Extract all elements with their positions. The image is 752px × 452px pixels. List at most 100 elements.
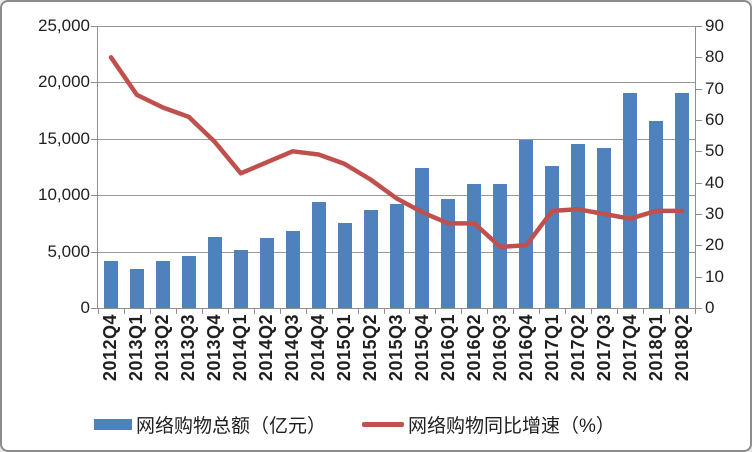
bar bbox=[311, 201, 326, 308]
x-axis-label-text: 2014Q3 bbox=[282, 314, 303, 382]
x-axis-label: 2014Q1 bbox=[228, 314, 254, 406]
y-axis-label-left: 0 bbox=[80, 298, 90, 317]
x-axis-tick bbox=[149, 308, 151, 314]
x-axis-label-text: 2013Q1 bbox=[126, 314, 147, 382]
x-axis-tick bbox=[591, 308, 593, 314]
right-axis-tick bbox=[696, 88, 702, 90]
right-axis-tick bbox=[696, 57, 702, 59]
legend-item-bar-series: 网络购物总额（亿元） bbox=[94, 411, 326, 438]
right-axis-tick bbox=[696, 276, 702, 278]
bar bbox=[129, 268, 144, 308]
x-axis-label: 2013Q2 bbox=[150, 314, 176, 406]
x-axis-tick bbox=[357, 308, 359, 314]
y-axis-label-right: 50 bbox=[705, 141, 724, 161]
x-axis-label: 2017Q1 bbox=[539, 314, 565, 406]
x-axis-label: 2015Q2 bbox=[358, 314, 384, 406]
bar bbox=[415, 168, 430, 308]
bar bbox=[545, 165, 560, 308]
y-axis-label-right: 10 bbox=[705, 266, 724, 286]
x-axis-label-text: 2018Q1 bbox=[645, 314, 666, 382]
x-axis-label-text: 2014Q4 bbox=[308, 314, 329, 382]
legend: 网络购物总额（亿元） 网络购物同比增速（%） bbox=[94, 406, 615, 442]
y-axis-label-left: 10,000 bbox=[38, 185, 90, 205]
x-axis-line bbox=[97, 308, 696, 309]
x-axis-label-text: 2015Q2 bbox=[360, 314, 381, 382]
bar bbox=[207, 236, 222, 308]
left-axis-tick bbox=[91, 82, 97, 84]
x-axis-label-text: 2013Q2 bbox=[152, 314, 173, 382]
x-axis-label: 2017Q3 bbox=[591, 314, 617, 406]
bar bbox=[519, 139, 534, 308]
x-axis-label-text: 2015Q3 bbox=[385, 314, 406, 382]
x-axis-tick bbox=[487, 308, 489, 314]
x-axis-tick bbox=[98, 308, 99, 314]
line-series-path bbox=[108, 55, 685, 250]
x-axis-label: 2015Q1 bbox=[332, 314, 358, 406]
x-axis-label: 2014Q3 bbox=[280, 314, 306, 406]
right-axis-tick bbox=[696, 214, 702, 215]
x-axis-label: 2016Q2 bbox=[461, 314, 487, 406]
x-axis-label: 2015Q4 bbox=[409, 314, 435, 406]
right-axis-tick bbox=[696, 182, 702, 184]
x-axis-label: 2013Q1 bbox=[124, 314, 150, 406]
x-axis-label-text: 2017Q1 bbox=[541, 314, 562, 382]
x-axis-label-text: 2014Q2 bbox=[256, 314, 277, 382]
bar-series-swatch-icon bbox=[94, 418, 132, 430]
right-axis-tick bbox=[696, 26, 702, 27]
bar bbox=[337, 223, 352, 308]
right-axis-line bbox=[695, 26, 696, 309]
bar bbox=[389, 204, 404, 308]
y-axis-label-left: 20,000 bbox=[38, 72, 90, 92]
bar bbox=[675, 92, 690, 308]
bar bbox=[571, 144, 586, 308]
y-axis-label-right: 70 bbox=[705, 78, 724, 98]
left-axis-tick bbox=[91, 251, 97, 253]
bar bbox=[103, 260, 118, 308]
bar bbox=[649, 120, 664, 308]
y-axis-label-right: 60 bbox=[705, 110, 724, 129]
x-axis-label-text: 2015Q1 bbox=[334, 314, 355, 382]
x-axis-label-text: 2016Q3 bbox=[489, 314, 510, 382]
x-axis-label-text: 2016Q1 bbox=[437, 314, 458, 382]
x-axis-tick bbox=[513, 308, 515, 314]
bar bbox=[363, 209, 378, 308]
y-axis-label-left: 15,000 bbox=[38, 128, 90, 148]
right-axis-tick bbox=[696, 120, 702, 121]
x-axis-tick bbox=[617, 308, 619, 314]
y-axis-label-right: 0 bbox=[705, 298, 715, 317]
x-axis-label: 2017Q4 bbox=[617, 314, 643, 406]
y-axis-label-right: 40 bbox=[705, 172, 724, 192]
left-axis-tick bbox=[91, 195, 97, 197]
x-axis-tick bbox=[643, 308, 645, 314]
x-axis-label-text: 2017Q2 bbox=[567, 314, 588, 382]
x-axis-tick bbox=[565, 308, 567, 314]
x-axis-label-text: 2015Q4 bbox=[411, 314, 432, 382]
x-axis-label: 2013Q3 bbox=[176, 314, 202, 406]
bar bbox=[441, 198, 456, 308]
gridline bbox=[98, 26, 695, 27]
x-axis-label-text: 2016Q2 bbox=[463, 314, 484, 382]
gridline bbox=[98, 82, 695, 84]
right-axis-tick bbox=[696, 245, 702, 247]
bar bbox=[259, 238, 274, 308]
x-axis-tick bbox=[331, 308, 333, 314]
line-series bbox=[108, 55, 685, 250]
x-axis-label: 2013Q4 bbox=[202, 314, 228, 406]
x-axis-tick bbox=[175, 308, 177, 314]
x-axis-label: 2014Q2 bbox=[254, 314, 280, 406]
x-axis-label-text: 2017Q3 bbox=[593, 314, 614, 382]
gridline bbox=[98, 138, 695, 140]
x-axis-label: 2018Q1 bbox=[643, 314, 669, 406]
plot-area bbox=[97, 26, 696, 309]
right-axis-tick bbox=[696, 308, 702, 309]
bar bbox=[597, 147, 612, 308]
x-axis-tick bbox=[227, 308, 229, 314]
x-axis-tick bbox=[201, 308, 203, 314]
x-axis-tick bbox=[305, 308, 307, 314]
bar bbox=[285, 231, 300, 308]
x-axis-label: 2016Q1 bbox=[435, 314, 461, 406]
left-axis-tick bbox=[91, 138, 97, 140]
x-axis-label-text: 2017Q4 bbox=[619, 314, 640, 382]
bar bbox=[467, 183, 482, 308]
